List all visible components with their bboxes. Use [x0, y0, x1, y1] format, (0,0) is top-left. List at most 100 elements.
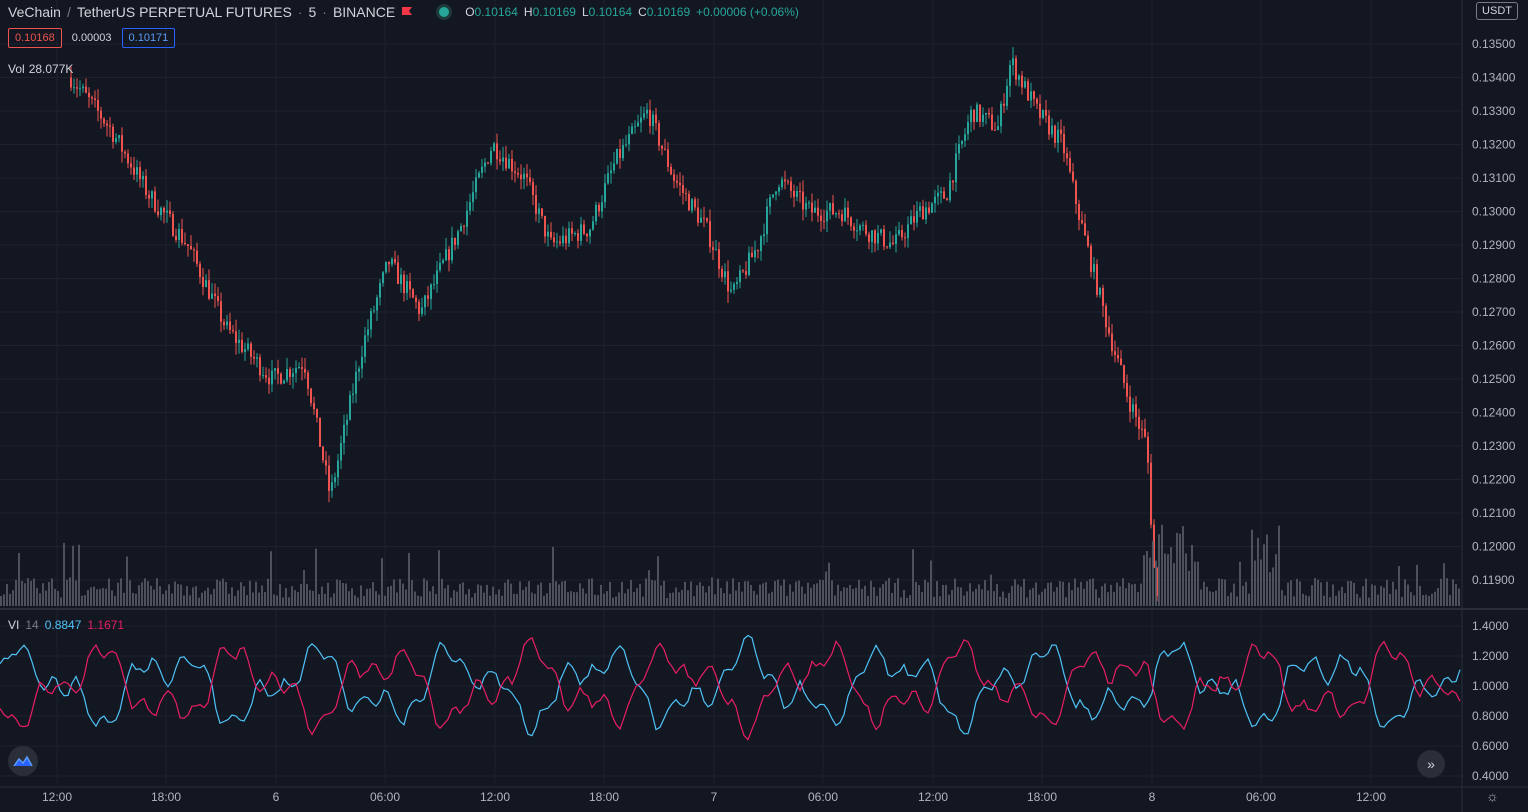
- volume-bar: [1344, 593, 1346, 606]
- candle-body: [1009, 65, 1011, 86]
- volume-bar: [738, 582, 740, 606]
- volume-bar: [411, 580, 413, 606]
- volume-bar: [978, 584, 980, 606]
- volume-bar: [774, 581, 776, 606]
- candle-body: [379, 283, 381, 298]
- candle-body: [1129, 396, 1131, 412]
- currency-button[interactable]: USDT: [1476, 2, 1518, 20]
- volume-bar: [294, 590, 296, 606]
- candle-body: [1078, 204, 1080, 221]
- candle-body: [1114, 351, 1116, 355]
- candle-body: [712, 247, 714, 251]
- volume-bar: [243, 586, 245, 606]
- volume-bar: [648, 570, 650, 606]
- candle-body: [430, 284, 432, 299]
- candle-body: [505, 157, 507, 169]
- candle-body: [1051, 125, 1053, 135]
- candle-body: [394, 258, 396, 263]
- candle-body: [826, 210, 828, 222]
- candle-body: [733, 283, 735, 290]
- volume-bar: [114, 595, 116, 606]
- volume-bar: [189, 595, 191, 606]
- volume-bar: [1311, 585, 1313, 606]
- candle-body: [1015, 58, 1017, 80]
- candle-body: [649, 109, 651, 126]
- candle-body: [400, 274, 402, 284]
- candle-body: [928, 207, 930, 213]
- volume-bar: [1263, 544, 1265, 606]
- volume-bar: [96, 589, 98, 606]
- symbol-name[interactable]: VeChain: [8, 4, 61, 20]
- candle-body: [469, 202, 471, 211]
- candle-body: [739, 270, 741, 282]
- volume-bar: [78, 544, 80, 606]
- time-tick-label: 6: [273, 790, 280, 804]
- candle-body: [427, 295, 429, 299]
- volume-legend[interactable]: Vol 28.077K: [8, 62, 73, 76]
- volume-bar: [33, 578, 35, 606]
- volume-bar: [273, 594, 275, 606]
- quote-row: 0.10168 0.00003 0.10171: [8, 28, 176, 48]
- volume-bar: [819, 579, 821, 606]
- open-value: 0.10164: [474, 5, 518, 19]
- volume-bar: [81, 595, 83, 606]
- volume-bar: [1026, 597, 1028, 606]
- candle-body: [901, 230, 903, 238]
- candle-body: [892, 242, 894, 245]
- candle-body: [877, 232, 879, 244]
- volume-bar: [1353, 582, 1355, 606]
- volume-bar: [447, 584, 449, 606]
- volume-bar: [630, 580, 632, 606]
- volume-bar: [54, 588, 56, 606]
- candle-body: [532, 182, 534, 196]
- candle-body: [883, 229, 885, 247]
- volume-bar: [192, 587, 194, 606]
- sun-icon[interactable]: ☼: [1486, 788, 1499, 804]
- volume-bar: [390, 585, 392, 606]
- candle-body: [1126, 382, 1128, 397]
- candle-body: [1132, 404, 1134, 412]
- volume-bar: [393, 579, 395, 606]
- candle-body: [292, 373, 294, 378]
- volume-bar: [57, 591, 59, 606]
- volume-bar: [1272, 567, 1274, 606]
- candle-body: [979, 104, 981, 122]
- volume-bar: [1125, 588, 1127, 606]
- chevron-double-right-icon[interactable]: »: [1417, 750, 1445, 778]
- tradingview-logo-icon[interactable]: [8, 746, 38, 776]
- interval-label[interactable]: 5: [308, 4, 317, 20]
- volume-bar: [855, 587, 857, 606]
- volume-bar: [1131, 584, 1133, 606]
- volume-bar: [1179, 533, 1181, 606]
- volume-bar: [1008, 593, 1010, 606]
- candle-body: [475, 177, 477, 193]
- volume-bar: [1095, 589, 1097, 606]
- candle-body: [424, 295, 426, 308]
- candle-body: [175, 235, 177, 240]
- price-tick-label: 0.13400: [1472, 71, 1516, 85]
- volume-bar: [483, 592, 485, 606]
- vortex-indicator-legend[interactable]: VI 14 0.8847 1.1671: [8, 618, 124, 632]
- price-tick-label: 0.13100: [1472, 171, 1516, 185]
- candle-body: [397, 262, 399, 284]
- candle-body: [391, 258, 393, 265]
- candle-body: [808, 202, 810, 204]
- volume-bar: [258, 592, 260, 606]
- market-status-icon[interactable]: [439, 7, 450, 17]
- candle-body: [682, 185, 684, 193]
- buy-price-button[interactable]: 0.10171: [121, 28, 176, 48]
- volume-bar: [348, 591, 350, 606]
- pair-name[interactable]: TetherUS PERPETUAL FUTURES: [76, 4, 292, 20]
- sell-price-button[interactable]: 0.10168: [8, 28, 62, 48]
- flag-icon[interactable]: [401, 6, 413, 18]
- candle-body: [1018, 75, 1020, 80]
- volume-bar: [1350, 581, 1352, 606]
- volume-bar: [813, 584, 815, 606]
- volume-bar: [804, 593, 806, 606]
- volume-bar: [159, 586, 161, 606]
- exchange-label[interactable]: BINANCE: [332, 4, 396, 20]
- candle-body: [442, 260, 444, 263]
- candle-body: [496, 143, 498, 160]
- volume-bar: [1380, 586, 1382, 606]
